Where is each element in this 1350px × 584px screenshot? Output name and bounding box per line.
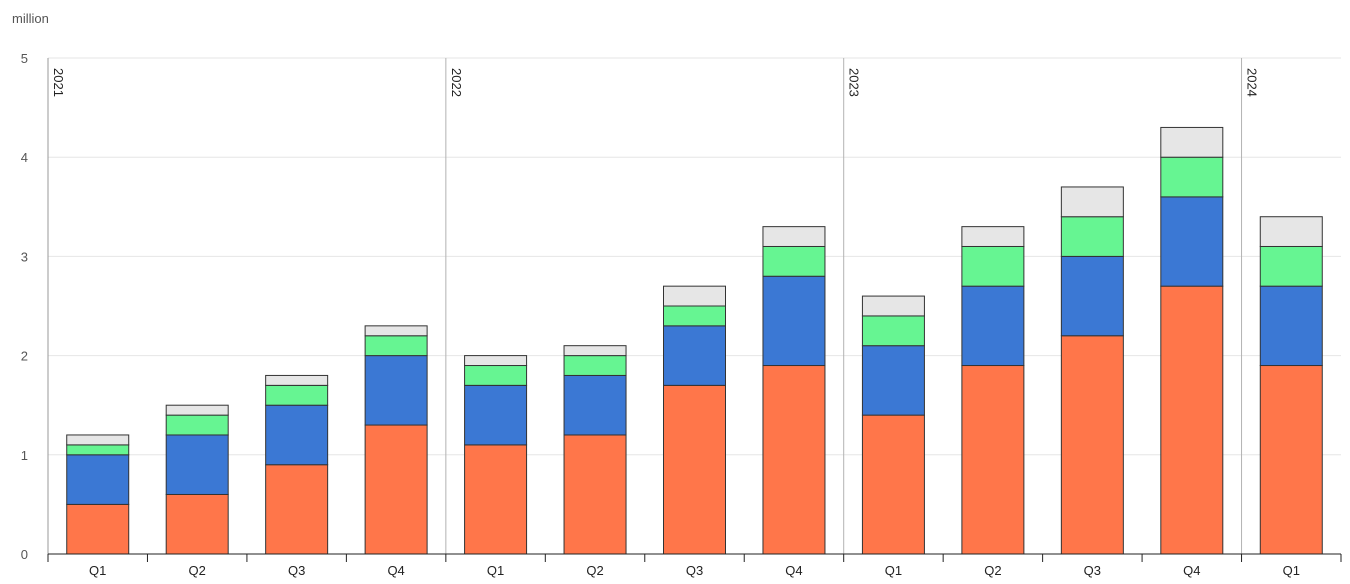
x-tick-label: Q1 [885,563,902,578]
bar-segment [464,355,528,367]
bar-segment [364,424,428,555]
year-label: 2024 [1245,68,1260,97]
bar-segment [563,345,627,357]
x-tick-label: Q2 [586,563,603,578]
bar-segment [563,374,627,436]
unit-label: million [12,11,49,26]
x-tick-label: Q4 [1183,563,1200,578]
x-tick-label: Q1 [487,563,504,578]
bar-segment [165,434,229,495]
x-tick-label: Q3 [1084,563,1101,578]
bar-segment [66,454,130,505]
bar-segment [861,414,925,555]
bar-segment [165,414,229,436]
bar-segment [165,404,229,416]
bar-segment [563,434,627,555]
bar-segment [66,444,130,456]
bar-segment [265,404,329,466]
year-label: 2021 [51,68,66,97]
bar-segment [663,384,726,555]
bar-segment [165,493,229,555]
bar-segment [961,285,1025,367]
bar-segment [861,295,925,317]
bar-segment [762,245,826,277]
bar-segment [66,434,130,446]
bar-segment [1259,285,1323,367]
bar-segment [663,325,726,386]
bar-segment [1160,196,1224,287]
bar-segment [563,355,627,376]
bar-segment [1060,186,1124,218]
bar-segment [762,365,826,555]
y-tick-label: 5 [21,51,28,66]
y-tick-label: 2 [21,349,28,364]
x-tick-label: Q3 [686,563,703,578]
bar-segment [364,325,428,337]
bar-segment [861,315,925,347]
bar-segment [265,374,329,386]
bar-segment [364,335,428,357]
bar-segment [861,345,925,416]
year-dividers: 2021 2022 2023 2024 [51,58,1260,554]
bar-segment [265,384,329,406]
axes: 0 1 2 3 4 5 Q1 Q2 Q3 Q4 Q1 Q2 Q3 Q4 Q1 Q2 Q3 Q4 Q1 [21,51,1342,578]
bar-segment [1160,156,1224,198]
bars [66,126,1323,555]
y-tick-label: 4 [21,150,28,165]
year-label: 2023 [847,68,862,97]
y-tick-label: 0 [21,547,28,562]
bar-segment [1259,365,1323,555]
bar-segment [1259,245,1323,287]
bar-segment [961,245,1025,287]
bar-segment [1060,216,1124,257]
bar-segment [961,365,1025,555]
bar-segment [364,355,428,426]
y-tick-label: 3 [21,249,28,264]
bar-segment [663,305,726,327]
bar-segment [66,503,130,555]
x-tick-label: Q2 [984,563,1001,578]
bar-segment [265,464,329,555]
x-tick-label: Q4 [785,563,802,578]
y-tick-label: 1 [21,448,28,463]
bar-segment [464,365,528,386]
bar-segment [961,226,1025,247]
x-tick-label: Q4 [387,563,404,578]
gridlines [48,57,1341,456]
bar-segment [663,285,726,307]
year-label: 2022 [449,68,464,97]
x-tick-label: Q2 [189,563,206,578]
x-tick-label: Q1 [89,563,106,578]
bar-segment [1060,255,1124,337]
bar-segment [762,226,826,247]
bar-segment [1060,335,1124,555]
bar-segment [464,384,528,446]
bar-segment [1259,216,1323,247]
bar-segment [1160,126,1224,158]
bar-segment [1160,285,1224,555]
x-tick-label: Q1 [1283,563,1300,578]
bar-segment [762,275,826,367]
bar-segment [464,444,528,555]
x-tick-label: Q3 [288,563,305,578]
